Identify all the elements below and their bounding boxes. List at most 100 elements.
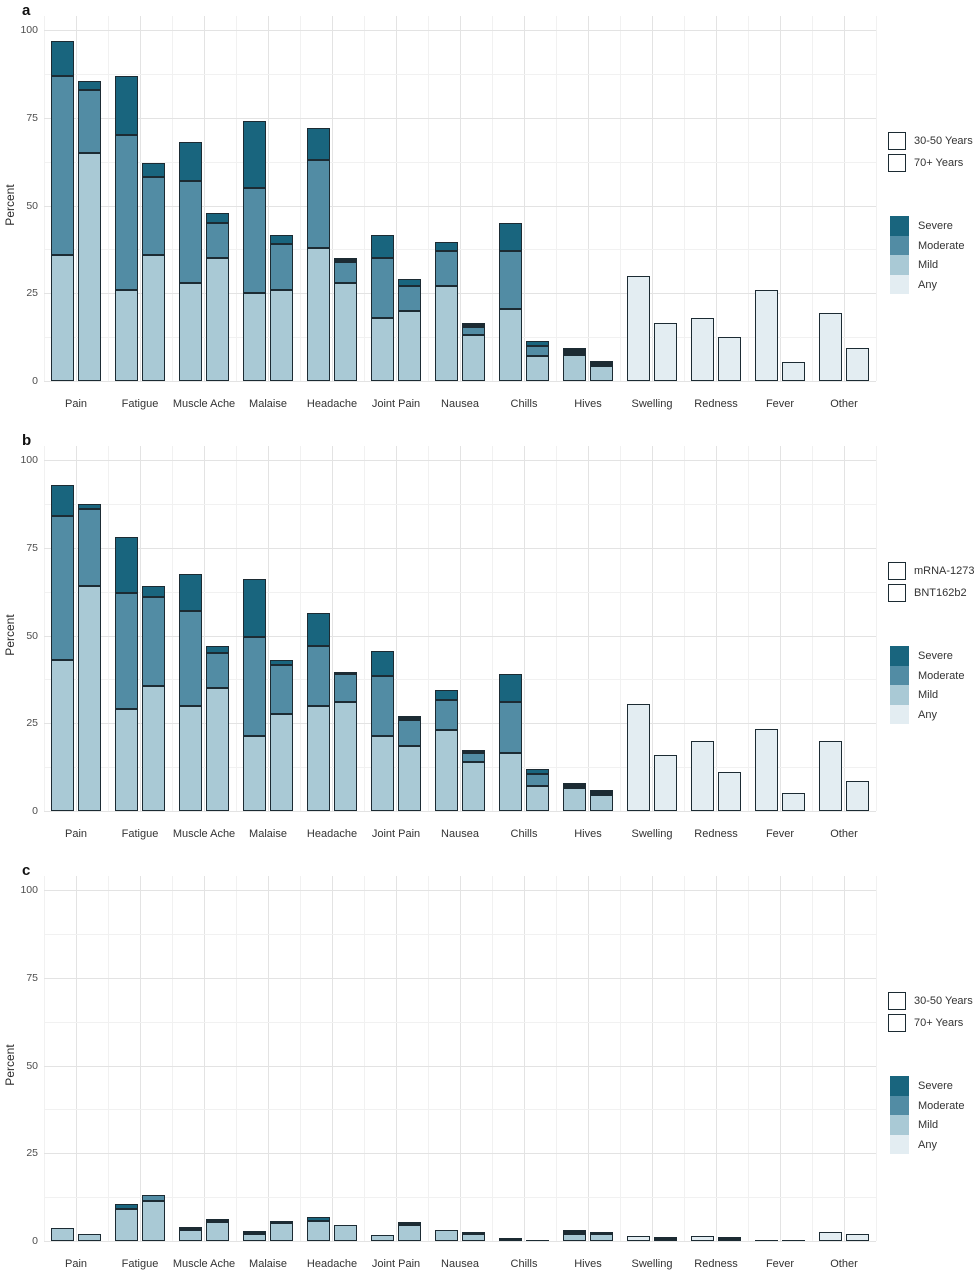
legend-swatch-severe xyxy=(890,1076,909,1096)
gridline-h-minor xyxy=(44,337,876,339)
gridline-v-minor xyxy=(300,876,301,1241)
bar-segment-moderate xyxy=(179,180,202,283)
x-category-label: Other xyxy=(830,828,858,840)
gridline-h-major xyxy=(44,1153,876,1155)
bar-segment-any xyxy=(782,1239,805,1241)
gridline-v-major xyxy=(652,876,653,1241)
gridline-v-minor xyxy=(108,16,109,381)
y-tick-label: 25 xyxy=(26,1147,38,1160)
x-category-label: Chills xyxy=(510,1258,538,1270)
bar-segment-severe xyxy=(142,586,165,597)
legend-severity-label: Moderate xyxy=(918,239,965,252)
bar-segment-mild xyxy=(462,761,485,811)
gridline-v-major xyxy=(332,446,333,811)
panel-letter-b: b xyxy=(22,432,32,449)
bar-segment-mild xyxy=(115,289,138,381)
gridline-v-minor xyxy=(364,446,365,811)
bar-segment-moderate xyxy=(206,1218,229,1223)
bar-segment-moderate xyxy=(243,637,266,736)
bar-segment-moderate xyxy=(115,593,138,710)
bar-segment-severe xyxy=(563,782,586,785)
gridline-v-minor xyxy=(684,446,685,811)
legend-severity-label: Any xyxy=(918,1138,937,1151)
x-category-label: Fatigue xyxy=(121,1258,159,1270)
bar-segment-mild xyxy=(371,317,394,381)
panel-a: a Percent 0 25 50 75 100 Pain Fatigue Muscle Ache… xyxy=(0,0,978,430)
bar-segment-any xyxy=(755,289,778,381)
panel-b: b Percent 0 25 50 75 100 Pain Fatigue Muscle Ache… xyxy=(0,430,978,860)
gridline-h-major xyxy=(44,635,876,637)
x-category-label: Swelling xyxy=(631,1258,673,1270)
gridline-v-major xyxy=(524,16,525,381)
bar-segment-severe xyxy=(307,1217,330,1222)
x-category-label: Muscle Ache xyxy=(172,398,236,410)
gridline-v-minor xyxy=(108,446,109,811)
x-category-label: Headache xyxy=(306,828,358,840)
bar-segment-mild xyxy=(270,289,293,381)
gridline-v-major xyxy=(524,876,525,1241)
bar-segment-mild xyxy=(307,705,330,811)
legend-severity-label: Any xyxy=(918,708,937,721)
gridline-h-major xyxy=(44,723,876,725)
gridline-h-major xyxy=(44,890,876,891)
bar-segment-severe xyxy=(462,323,485,327)
bar-segment-any xyxy=(718,1237,741,1241)
x-category-label: Headache xyxy=(306,398,358,410)
legend-severity-label: Severe xyxy=(918,1080,953,1092)
bar-segment-severe xyxy=(563,347,586,352)
bar-segment-any xyxy=(782,361,805,381)
y-tick-label: 100 xyxy=(20,454,38,466)
bar-segment-any xyxy=(819,1232,842,1241)
legend-group-label: 30-50 Years xyxy=(914,135,973,147)
bar-segment-severe xyxy=(270,660,293,666)
bar-segment-any xyxy=(627,275,650,381)
gridline-h-major xyxy=(44,547,876,549)
bar-segment-moderate xyxy=(142,596,165,687)
bar-segment-mild xyxy=(435,1230,458,1241)
y-tick-label: 50 xyxy=(26,199,38,212)
gridline-v-minor xyxy=(876,876,877,1241)
x-category-label: Malaise xyxy=(249,828,287,840)
gridline-h-major xyxy=(44,811,876,812)
bar-segment-moderate xyxy=(270,665,293,715)
legend-swatch-mild xyxy=(890,685,909,705)
bar-segment-moderate xyxy=(78,89,101,153)
y-tick-label: 25 xyxy=(26,717,38,730)
gridline-v-major xyxy=(332,876,333,1241)
gridline-v-major xyxy=(588,876,589,1241)
bar-segment-severe xyxy=(590,789,613,792)
legend-swatch-any xyxy=(890,1134,909,1154)
bar-segment-mild xyxy=(435,730,458,811)
bar-segment-severe xyxy=(243,579,266,638)
bar-segment-any xyxy=(718,337,741,381)
gridline-v-minor xyxy=(748,16,749,381)
gridline-v-minor xyxy=(684,876,685,1241)
legend-severity-label: Moderate xyxy=(918,669,965,682)
bar-segment-mild xyxy=(398,1225,421,1241)
bar-segment-moderate xyxy=(435,700,458,731)
gridline-v-major xyxy=(588,16,589,381)
bar-segment-severe xyxy=(499,223,522,252)
bar-segment-mild xyxy=(371,1234,394,1241)
x-category-label: Malaise xyxy=(249,398,287,410)
bar-segment-mild xyxy=(590,795,613,811)
bar-segment-moderate xyxy=(334,674,357,703)
gridline-v-major xyxy=(524,446,525,811)
y-tick-label: 100 xyxy=(20,884,38,896)
x-category-label: Muscle Ache xyxy=(172,828,236,840)
legend-group-label: 70+ Years xyxy=(914,1017,964,1029)
bar-segment-mild xyxy=(499,309,522,381)
gridline-v-major xyxy=(460,876,461,1241)
x-category-label: Chills xyxy=(510,828,538,840)
bar-segment-mild xyxy=(78,152,101,381)
gridline-v-major xyxy=(780,446,781,811)
x-category-label: Hives xyxy=(574,1258,602,1270)
bar-segment-severe xyxy=(499,674,522,703)
bar-segment-severe xyxy=(307,128,330,160)
bar-segment-mild xyxy=(563,788,586,811)
legend-severity-label: Severe xyxy=(918,220,953,232)
bar-segment-mild xyxy=(563,354,586,381)
bar-segment-severe xyxy=(499,1237,522,1240)
bar-segment-severe xyxy=(206,646,229,654)
gridline-h-minor xyxy=(44,1197,876,1199)
